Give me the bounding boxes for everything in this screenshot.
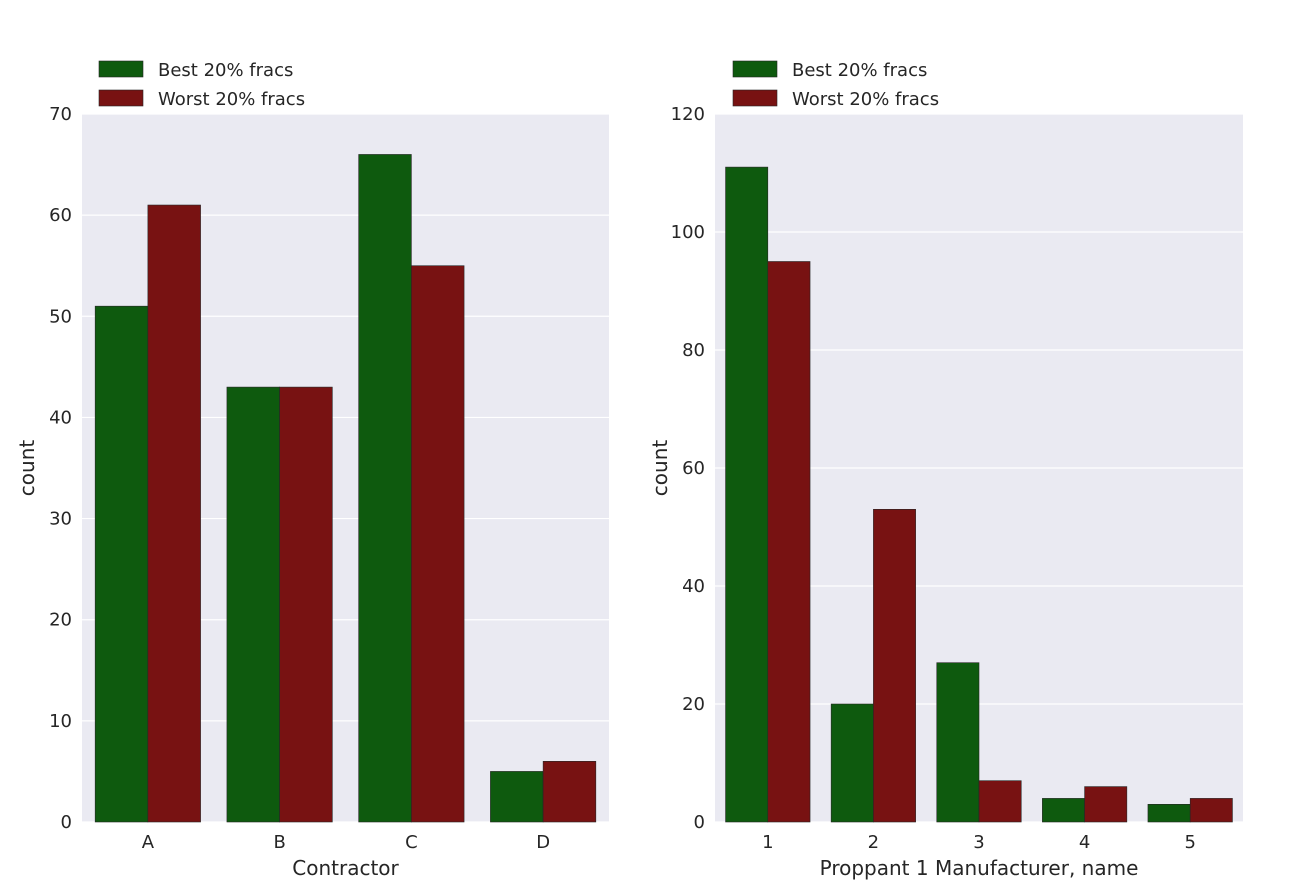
y-tick-label: 50 xyxy=(49,306,72,327)
x-tick-label: 4 xyxy=(1079,832,1090,853)
legend-label: Worst 20% fracs xyxy=(792,89,939,110)
y-tick-label: 100 xyxy=(671,222,705,243)
y-tick-label: 20 xyxy=(682,694,705,715)
y-axis-label: count xyxy=(15,440,39,497)
proppant-manufacturer-chart: 0 20 40 60 80 100 120 1 2 3 4 5 Proppant 1 Manufactu… xyxy=(650,60,1243,880)
bar xyxy=(1042,798,1085,823)
bar xyxy=(978,780,1022,823)
bar xyxy=(147,204,201,823)
x-axis-label: Contractor xyxy=(292,856,399,880)
x-tick-label: B xyxy=(273,832,285,853)
x-tick-label: D xyxy=(536,832,550,853)
legend-swatch xyxy=(732,60,778,78)
x-tick-label: 3 xyxy=(973,832,984,853)
y-tick-label: 60 xyxy=(682,458,705,479)
legend-label: Best 20% fracs xyxy=(792,60,927,81)
x-tick-label: 1 xyxy=(762,832,773,853)
bar xyxy=(830,703,874,823)
y-axis-label: count xyxy=(650,440,672,497)
y-tick-label: 40 xyxy=(49,407,72,428)
bar xyxy=(725,166,769,823)
bar xyxy=(94,305,149,823)
legend-swatch xyxy=(98,60,144,78)
legend-label: Best 20% fracs xyxy=(158,60,293,81)
bar xyxy=(1189,798,1233,823)
y-tick-label: 30 xyxy=(49,509,72,530)
x-axis-label: Proppant 1 Manufacturer, name xyxy=(820,856,1139,880)
y-tick-label: 70 xyxy=(49,104,72,125)
x-tick-label: A xyxy=(142,832,155,853)
bar xyxy=(358,154,412,823)
legend-swatch xyxy=(732,89,778,107)
bar xyxy=(411,265,465,823)
bar xyxy=(767,261,811,823)
bar xyxy=(936,662,980,823)
contractor-chart: 0 10 20 30 40 50 60 70 A B C D Contractor count Best 2… xyxy=(15,60,609,880)
y-tick-label: 120 xyxy=(671,104,705,125)
bar xyxy=(1147,803,1191,823)
bar xyxy=(1084,786,1128,823)
y-tick-label: 10 xyxy=(49,711,72,732)
legend-swatch xyxy=(98,89,144,107)
legend-label: Worst 20% fracs xyxy=(158,89,305,110)
y-tick-label: 80 xyxy=(682,340,705,361)
y-tick-label: 60 xyxy=(49,205,72,226)
x-tick-label: 5 xyxy=(1184,832,1195,853)
bar xyxy=(873,508,916,823)
y-tick-label: 0 xyxy=(61,812,72,833)
y-tick-label: 0 xyxy=(694,812,705,833)
bar xyxy=(226,386,280,823)
x-tick-label: 2 xyxy=(868,832,879,853)
y-tick-label: 20 xyxy=(49,610,72,631)
bar xyxy=(490,771,544,823)
bar xyxy=(279,386,333,823)
bar xyxy=(542,761,597,823)
x-tick-label: C xyxy=(405,832,418,853)
y-tick-label: 40 xyxy=(682,576,705,597)
